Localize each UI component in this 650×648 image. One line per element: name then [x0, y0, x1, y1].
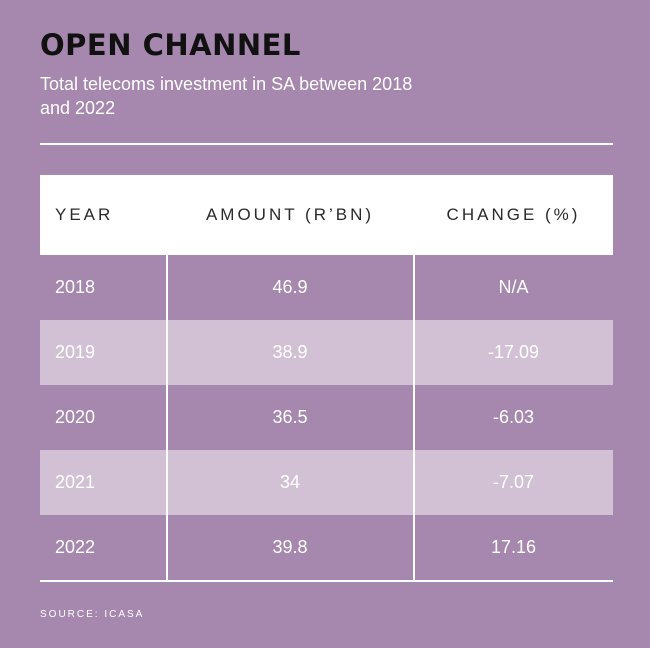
year-cell: 2018 — [55, 277, 96, 297]
table-row: 2019 38.9 -17.09 — [40, 320, 613, 385]
change-cell: 17.16 — [490, 537, 537, 557]
table-row: 2018 46.9 N/A — [40, 255, 613, 320]
change-cell: -6.03 — [492, 407, 535, 427]
change-cell: -7.07 — [492, 472, 535, 492]
table-header: YEAR AMOUNT (R’BN) CHANGE (%) — [40, 175, 613, 255]
amount-cell: 34 — [279, 472, 301, 492]
year-cell: 2021 — [55, 472, 96, 492]
table-row: 2020 36.5 -6.03 — [40, 385, 613, 450]
column-divider — [413, 255, 415, 582]
change-cell: N/A — [498, 277, 529, 297]
amount-cell: 36.5 — [272, 407, 308, 427]
amount-cell: 39.8 — [272, 537, 308, 557]
data-table: YEAR AMOUNT (R’BN) CHANGE (%) 2018 46.9 … — [40, 175, 613, 582]
top-divider — [40, 143, 613, 145]
header-change: CHANGE (%) — [446, 205, 581, 224]
chart-subtitle: Total telecoms investment in SA between … — [40, 74, 413, 118]
header-amount: AMOUNT (R’BN) — [205, 205, 375, 224]
bottom-divider — [40, 580, 613, 582]
amount-cell: 38.9 — [272, 342, 308, 362]
year-cell: 2022 — [55, 537, 96, 557]
table-row: 2021 34 -7.07 — [40, 450, 613, 515]
column-divider — [166, 255, 168, 582]
amount-cell: 46.9 — [272, 277, 308, 297]
year-cell: 2020 — [55, 407, 96, 427]
table-row: 2022 39.8 17.16 — [40, 515, 613, 580]
year-cell: 2019 — [55, 342, 96, 362]
header-year: YEAR — [55, 205, 114, 224]
chart-title: OPEN CHANNEL — [40, 28, 301, 62]
change-cell: -17.09 — [487, 342, 540, 362]
source-note: SOURCE: ICASA — [40, 609, 145, 620]
